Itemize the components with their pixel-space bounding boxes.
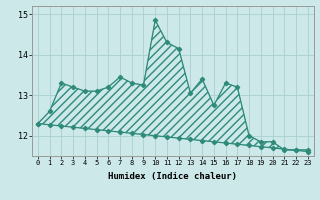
X-axis label: Humidex (Indice chaleur): Humidex (Indice chaleur) — [108, 172, 237, 181]
